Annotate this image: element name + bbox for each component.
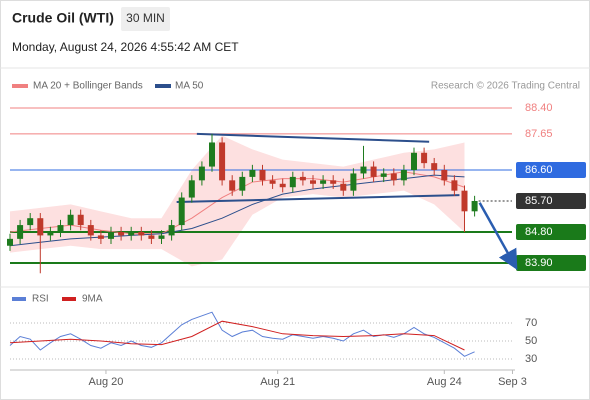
legend-label: MA 50 [175,81,204,92]
credit: Research © 2026 Trading Central [431,81,580,92]
x-tick-label: Aug 24 [427,376,462,388]
candle-body [471,200,478,212]
y-tick-label: 30 [525,353,537,365]
candle-body [37,218,44,236]
candle-body [97,235,104,239]
level-box [516,162,586,179]
candle-body [330,180,337,184]
candle-body [249,170,256,177]
candle-body [461,190,468,212]
x-tick-label: Aug 21 [260,376,295,388]
candle-body [390,173,397,181]
timestamp: Monday, August 24, 2026 4:55:42 AM CET [12,40,239,54]
interval: 30 MIN [126,11,165,25]
legend-swatch [12,84,28,88]
rsi-line [9,311,475,357]
candle-body [380,173,387,177]
level-box [516,254,586,271]
candle-body [47,231,54,236]
candle-body [57,225,64,232]
legend-label: 9MA [82,294,103,305]
y-tick-label: 50 [525,335,537,347]
title: Crude Oil (WTI) [12,10,114,26]
candle-body [441,170,448,181]
candle-body [259,170,266,181]
level-box [516,223,586,240]
candle-body [7,238,13,246]
level-label: 86.60 [525,164,553,176]
candle-body [299,176,306,181]
candle-body [340,183,347,191]
candle-body [148,235,155,239]
candle-body [108,231,114,239]
level-label: 87.65 [525,128,553,140]
candle-body [289,176,296,188]
candle-body [87,225,94,236]
candle-body [360,166,367,174]
candle-body [178,197,185,226]
rsi-line [9,320,465,351]
candle-body [421,152,428,164]
ma-line [9,171,465,235]
level-label: 83.90 [525,257,553,269]
candle-body [400,170,407,181]
legend-swatch [12,297,26,301]
candle-body [27,218,34,226]
level-label: 84.80 [525,226,553,238]
candle-body [269,180,276,184]
candle-body [279,183,286,188]
candle-body [77,214,84,226]
trendline [196,132,430,143]
candle-body [310,180,316,184]
legend-swatch [62,297,76,301]
candle-body [229,180,236,191]
candle-body [320,180,327,184]
candle-body [168,225,175,236]
candle-body [198,166,205,181]
candle-body [128,231,135,236]
candle-body [17,225,24,239]
candle-body [188,180,195,198]
candle-body [219,142,226,181]
legend-label: RSI [32,294,49,305]
candle-body [370,166,377,177]
candle-body [239,176,246,191]
legend-label: MA 20 + Bollinger Bands [33,81,143,92]
ma-line [9,174,465,247]
candle-body [451,180,458,191]
x-tick-label: Aug 20 [89,376,124,388]
level-label: 85.70 [525,195,553,207]
candle-body [118,231,125,236]
legend-swatch [155,84,171,88]
candle-body [138,231,145,236]
candle-body [209,142,215,167]
candle-body [67,214,74,226]
candle-body [431,163,438,171]
candle-body [411,152,417,171]
candle-body [158,235,165,239]
candle-body [350,173,357,191]
x-tick-label: Sep 3 [498,376,527,388]
level-box [516,192,586,209]
interval-box [121,7,170,31]
forecast-arrow [478,202,518,270]
trendline [176,194,460,204]
y-tick-label: 70 [525,317,537,329]
level-label: 88.40 [525,102,553,114]
